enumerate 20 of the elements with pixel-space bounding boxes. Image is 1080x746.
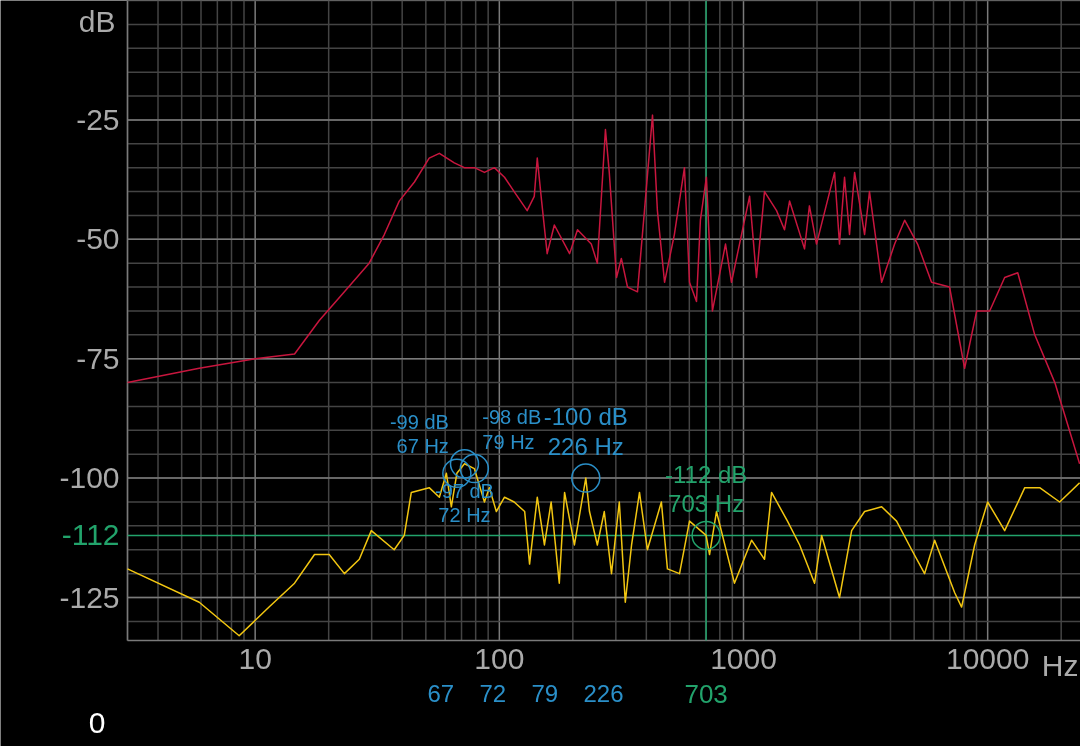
text: 67 xyxy=(427,679,455,707)
y-tick-label: -100 xyxy=(59,461,120,495)
x-tick-label: 100 xyxy=(474,641,525,675)
annotation: -100 dB 226 Hz xyxy=(543,403,628,461)
ref-line-label: 703 xyxy=(684,678,728,709)
text: 0 xyxy=(88,705,106,739)
y-tick-label: -75 xyxy=(76,341,120,375)
text: 79 xyxy=(531,679,559,707)
y-axis-title: dB xyxy=(78,4,116,38)
y-tick-label: -50 xyxy=(76,222,120,256)
text: 72 xyxy=(479,679,507,707)
text: 226 xyxy=(583,679,624,707)
x-tick-label: 10000 xyxy=(945,641,1030,675)
y-tick-label: -125 xyxy=(59,580,120,614)
ref-line-label: -112 xyxy=(61,518,120,552)
x-tick-label: 1000 xyxy=(710,641,777,675)
x-axis-title: Hz xyxy=(1041,648,1079,682)
x-tick-label: 10 xyxy=(238,641,272,675)
annotation: -99 dB 67 Hz xyxy=(389,411,449,458)
y-tick-label: -25 xyxy=(76,102,120,136)
